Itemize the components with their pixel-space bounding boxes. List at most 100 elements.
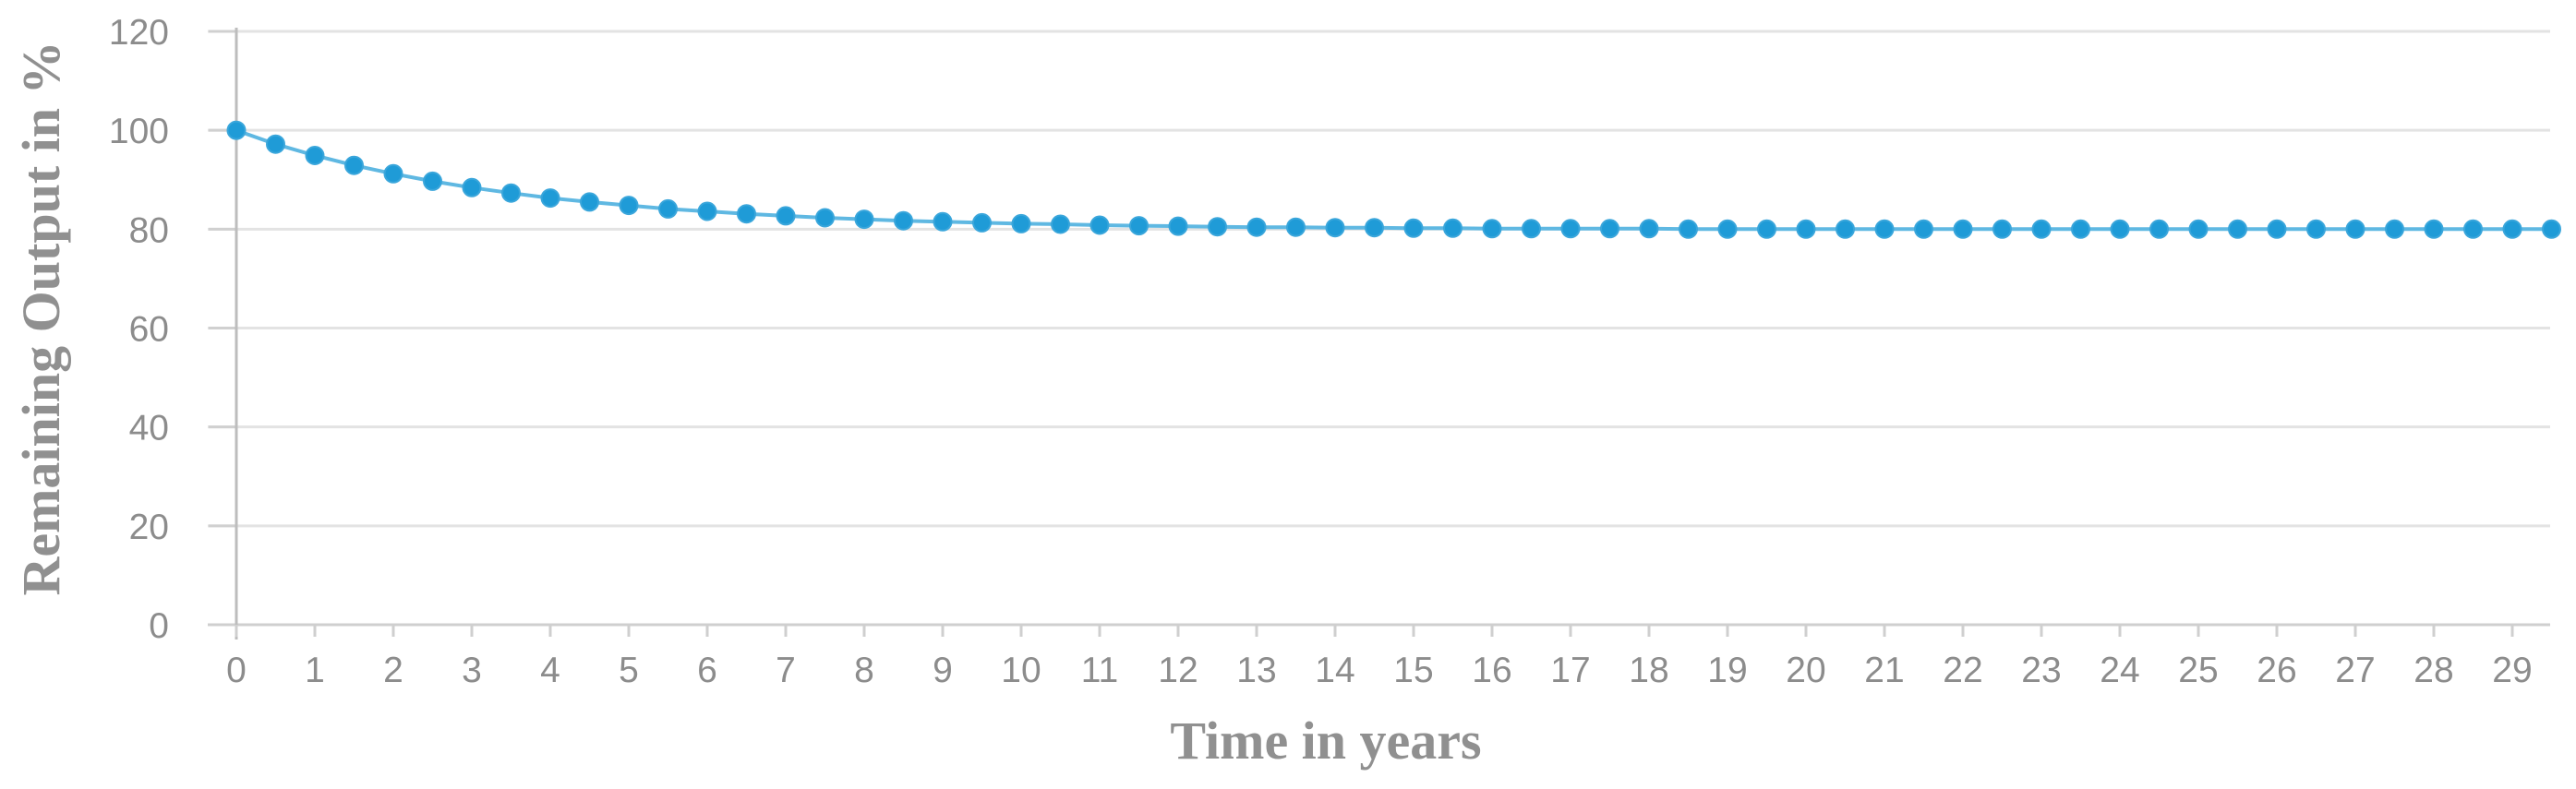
x-tick-label-18: 18 bbox=[1629, 651, 1668, 690]
y-tick-label-60: 60 bbox=[129, 310, 169, 350]
x-tick-label-10: 10 bbox=[1001, 651, 1041, 690]
x-tick-label-21: 21 bbox=[1864, 651, 1904, 690]
x-tick-label-7: 7 bbox=[776, 651, 796, 690]
data-point-23 bbox=[2031, 219, 2052, 239]
data-point-11.5 bbox=[1129, 216, 1149, 236]
y-tick-label-0: 0 bbox=[149, 606, 169, 646]
data-point-17.5 bbox=[1600, 219, 1619, 239]
x-tick-label-2: 2 bbox=[383, 651, 403, 690]
data-point-6 bbox=[697, 201, 717, 221]
data-point-8.5 bbox=[894, 210, 913, 231]
y-tick-labels: 0 20 40 60 80 100 120 bbox=[109, 13, 169, 646]
data-point-10.5 bbox=[1051, 214, 1070, 234]
data-point-26.5 bbox=[2306, 219, 2326, 239]
data-point-4.5 bbox=[580, 192, 599, 212]
data-point-16 bbox=[1482, 219, 1502, 239]
data-point-1 bbox=[305, 146, 325, 165]
x-tick-label-23: 23 bbox=[2021, 651, 2061, 690]
x-tick-label-4: 4 bbox=[540, 651, 560, 690]
data-point-12 bbox=[1168, 216, 1188, 236]
data-series bbox=[226, 120, 2561, 239]
data-point-25.5 bbox=[2228, 219, 2247, 239]
x-tick-label-16: 16 bbox=[1472, 651, 1511, 690]
data-point-7 bbox=[776, 206, 796, 226]
data-point-29.5 bbox=[2542, 219, 2561, 239]
x-tick-label-13: 13 bbox=[1236, 651, 1276, 690]
x-tick-label-5: 5 bbox=[619, 651, 639, 690]
data-point-13 bbox=[1246, 217, 1267, 237]
data-point-28 bbox=[2424, 219, 2444, 239]
data-point-16.5 bbox=[1522, 219, 1541, 239]
data-point-26 bbox=[2267, 219, 2287, 239]
data-point-15 bbox=[1403, 218, 1424, 238]
data-point-15.5 bbox=[1443, 218, 1463, 238]
data-point-17 bbox=[1560, 219, 1581, 239]
data-point-2.5 bbox=[423, 171, 442, 191]
data-point-27.5 bbox=[2385, 219, 2404, 239]
data-point-12.5 bbox=[1208, 217, 1227, 237]
x-tick-label-25: 25 bbox=[2178, 651, 2218, 690]
data-point-19.5 bbox=[1757, 219, 1776, 239]
data-point-6.5 bbox=[737, 204, 756, 224]
y-tick-label-100: 100 bbox=[109, 112, 169, 151]
x-tick-label-9: 9 bbox=[933, 651, 953, 690]
x-tick-label-15: 15 bbox=[1393, 651, 1433, 690]
data-point-28.5 bbox=[2463, 219, 2483, 239]
y-tick-label-20: 20 bbox=[129, 508, 169, 547]
x-axis-title: Time in years bbox=[1170, 711, 1481, 771]
data-point-10 bbox=[1011, 213, 1031, 233]
data-point-19 bbox=[1717, 219, 1738, 239]
x-tick-label-11: 11 bbox=[1081, 651, 1119, 690]
data-point-14 bbox=[1325, 218, 1345, 238]
x-tick-label-3: 3 bbox=[462, 651, 482, 690]
data-point-5 bbox=[619, 196, 639, 216]
x-tick-labels: 0 1 2 3 4 5 6 7 8 9 10 11 12 13 14 15 16 17 18 19 20 21 22 23 24… bbox=[226, 651, 2533, 690]
x-tick-label-1: 1 bbox=[305, 651, 325, 690]
y-tick-label-40: 40 bbox=[129, 409, 169, 448]
data-point-1.5 bbox=[344, 155, 364, 175]
data-point-0 bbox=[226, 120, 247, 140]
data-point-24.5 bbox=[2149, 219, 2169, 239]
data-point-13.5 bbox=[1286, 217, 1306, 237]
data-point-9.5 bbox=[972, 212, 992, 233]
data-point-20.5 bbox=[1836, 219, 1855, 239]
x-tick-label-8: 8 bbox=[854, 651, 874, 690]
series-line-0 bbox=[235, 128, 2552, 232]
data-point-25 bbox=[2188, 219, 2209, 239]
data-point-18 bbox=[1639, 219, 1659, 239]
x-tick-label-0: 0 bbox=[226, 651, 247, 690]
x-tick-label-14: 14 bbox=[1315, 651, 1354, 690]
x-tick-label-28: 28 bbox=[2413, 651, 2453, 690]
data-point-9 bbox=[933, 211, 953, 232]
x-tick-label-26: 26 bbox=[2257, 651, 2296, 690]
x-tick-label-6: 6 bbox=[697, 651, 717, 690]
data-point-23.5 bbox=[2071, 219, 2090, 239]
x-tick-label-20: 20 bbox=[1786, 651, 1825, 690]
x-tick-label-17: 17 bbox=[1550, 651, 1590, 690]
data-point-22 bbox=[1953, 219, 1973, 239]
data-point-18.5 bbox=[1679, 219, 1698, 239]
data-point-3.5 bbox=[501, 183, 521, 203]
data-point-21.5 bbox=[1914, 219, 1933, 239]
x-tick-label-27: 27 bbox=[2335, 651, 2375, 690]
data-point-21 bbox=[1874, 219, 1895, 239]
data-point-3 bbox=[462, 177, 482, 197]
x-tick-label-12: 12 bbox=[1158, 651, 1198, 690]
y-tick-label-80: 80 bbox=[129, 210, 169, 250]
data-point-0.5 bbox=[266, 134, 285, 154]
data-point-4 bbox=[540, 188, 560, 209]
x-tick-label-19: 19 bbox=[1707, 651, 1747, 690]
data-point-27 bbox=[2345, 219, 2365, 239]
data-point-22.5 bbox=[1992, 219, 2012, 239]
y-axis-title: Remaining Output in % bbox=[11, 41, 71, 595]
x-tick-label-24: 24 bbox=[2100, 651, 2139, 690]
data-point-8 bbox=[854, 209, 874, 230]
data-point-14.5 bbox=[1365, 218, 1384, 238]
x-tick-label-29: 29 bbox=[2492, 651, 2532, 690]
data-point-2 bbox=[383, 163, 403, 184]
data-point-11 bbox=[1089, 215, 1110, 235]
y-tick-label-120: 120 bbox=[109, 13, 169, 53]
gridlines bbox=[208, 30, 2550, 528]
data-point-24 bbox=[2110, 219, 2130, 239]
x-tick-label-22: 22 bbox=[1943, 651, 1982, 690]
